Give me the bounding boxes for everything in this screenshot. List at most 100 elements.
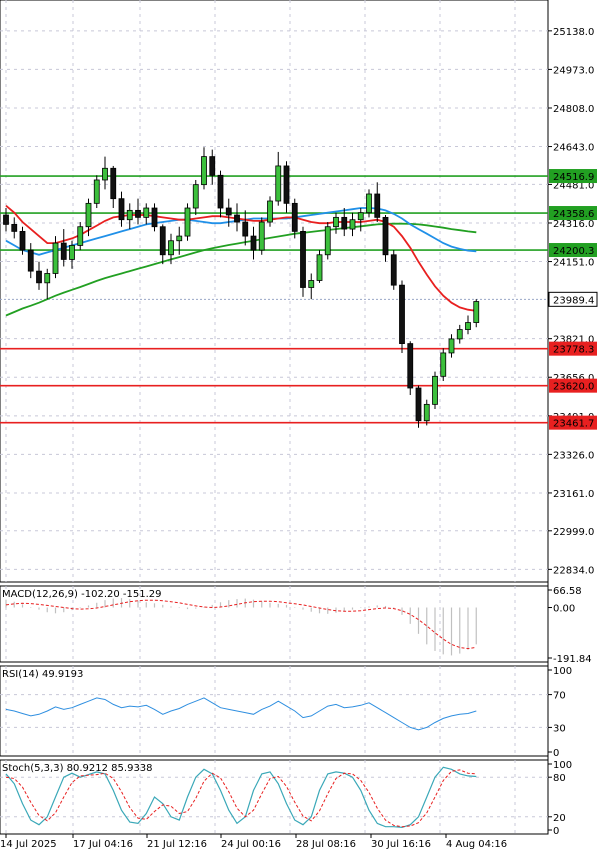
stoch-k-line	[5, 766, 477, 829]
macd-tick-label: 0.00	[553, 604, 575, 615]
level-tag	[549, 206, 597, 221]
price-tick-label: 24808.0	[553, 104, 594, 115]
candle-body	[242, 221, 249, 237]
candle-body	[151, 207, 158, 228]
candle-body	[324, 226, 331, 256]
time-label: 30 Jul 16:16	[371, 839, 431, 850]
candle-body	[374, 193, 381, 218]
candle-body	[456, 329, 463, 340]
rsi-tick-label: 100	[553, 666, 572, 677]
candle-body	[135, 209, 141, 218]
price-tick-label: 25138.0	[553, 27, 594, 38]
level-label: 24358.6	[553, 209, 594, 220]
price-tick-label: 24481.0	[553, 180, 594, 191]
candle-body	[209, 156, 216, 176]
macd-tick-label: 66.58	[553, 586, 582, 597]
candle-body	[3, 214, 9, 225]
level-label: 24516.9	[553, 172, 594, 183]
current-price-label: 23989.4	[553, 295, 594, 306]
candle-body	[69, 245, 75, 260]
candle-body	[366, 193, 372, 214]
stoch-d-line	[5, 769, 477, 828]
candle-body	[159, 226, 166, 256]
candle-body	[399, 284, 405, 344]
candle-body	[19, 230, 26, 251]
price-tick-label: 23161.0	[553, 489, 594, 500]
level-tag	[549, 243, 597, 258]
level-tag	[549, 415, 597, 430]
candle-body	[234, 214, 240, 223]
candle-body	[126, 209, 133, 221]
price-tick-label: 24973.0	[553, 65, 594, 76]
candle-body	[473, 301, 480, 323]
candle-body	[382, 216, 389, 256]
candle-body	[110, 167, 117, 200]
candle-body	[102, 167, 108, 181]
macd-label: MACD(12,26,9) -102.20 -151.29	[2, 589, 162, 600]
time-label: 14 Jul 2025	[0, 839, 57, 850]
rsi-tick-label: 0	[553, 748, 559, 759]
level-tag	[549, 378, 597, 393]
macd-signal-line	[5, 599, 477, 650]
macd-panel	[0, 585, 549, 663]
time-label: 4 Aug 04:16	[446, 839, 507, 850]
candle-body	[118, 198, 125, 221]
candle-body	[258, 221, 265, 251]
candle-body	[27, 249, 34, 272]
level-label: 23461.7	[553, 419, 594, 430]
rsi-panel	[0, 665, 549, 757]
ma-slow-line	[5, 222, 477, 317]
price-tick-label: 22834.0	[553, 565, 594, 576]
candle-body	[250, 235, 257, 251]
time-label: 17 Jul 04:16	[73, 839, 133, 850]
candle-body	[77, 226, 84, 246]
candle-body	[283, 165, 290, 204]
candle-body	[440, 352, 447, 377]
stoch-tick-label: 20	[553, 813, 566, 824]
candle-body	[60, 242, 67, 260]
level-label: 23620.0	[553, 382, 594, 393]
candle-body	[44, 273, 51, 284]
rsi-line	[5, 697, 477, 731]
rsi-label: RSI(14) 49.9193	[2, 669, 83, 680]
price-tick-label: 23821.0	[553, 335, 594, 346]
rsi-tick-label: 30	[553, 723, 566, 734]
current-price-tag	[548, 291, 598, 307]
time-label: 28 Jul 08:16	[296, 839, 356, 850]
price-tick-label: 24643.0	[553, 143, 594, 154]
candle-body	[168, 240, 174, 256]
level-label: 23778.3	[553, 345, 594, 356]
price-tick-label: 24151.0	[553, 258, 594, 269]
level-tag	[549, 341, 597, 356]
price-tick-label: 24316.0	[553, 219, 594, 230]
rsi-tick-label: 70	[553, 691, 566, 702]
candle-body	[93, 179, 100, 204]
main-panel	[0, 0, 549, 583]
candle-body	[465, 322, 471, 330]
time-label: 24 Jul 00:16	[221, 839, 281, 850]
candle-body	[357, 212, 364, 221]
candle-body	[201, 156, 207, 186]
price-tick-label: 22999.0	[553, 527, 594, 538]
candle-body	[349, 219, 356, 230]
stoch-tick-label: 100	[553, 760, 572, 771]
candle-body	[333, 216, 339, 228]
ma-mid-line	[5, 207, 477, 256]
candle-body	[415, 387, 422, 422]
candle-body	[192, 184, 199, 209]
candle-body	[407, 343, 414, 389]
candle-body	[143, 207, 150, 218]
candle-body	[308, 280, 315, 288]
candle-body	[448, 338, 455, 354]
candle-body	[217, 174, 224, 209]
candle-body	[36, 270, 42, 284]
stoch-tick-label: 0	[553, 826, 559, 837]
price-tick-label: 23326.0	[553, 450, 594, 461]
candle-body	[341, 216, 348, 230]
candle-body	[52, 242, 59, 274]
candle-body	[176, 235, 183, 242]
candle-body	[390, 254, 397, 286]
candle-body	[300, 230, 306, 288]
